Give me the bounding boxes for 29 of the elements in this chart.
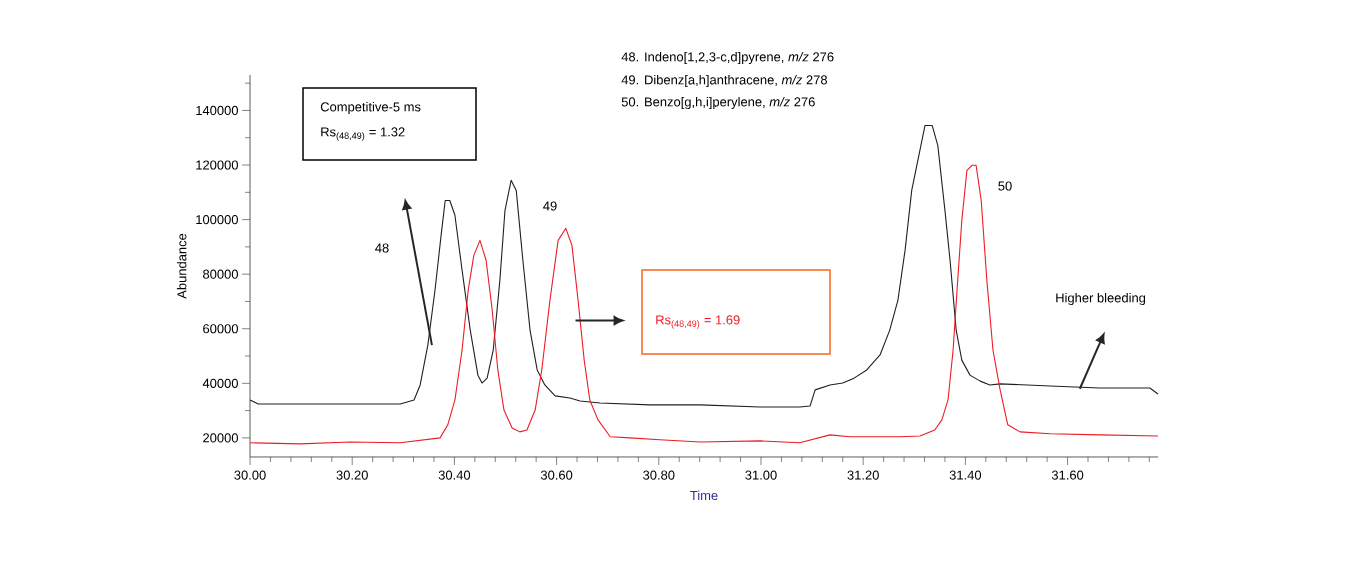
annotation: 49. Dibenz[a,h]anthracene, m/z 278 [621, 74, 828, 88]
x-tick-label: 30.60 [540, 470, 573, 480]
annotation: 50 [998, 181, 1012, 191]
x-tick-label: 31.40 [949, 470, 982, 480]
x-tick-label: 30.80 [643, 470, 675, 480]
x-tick-label: 31.20 [847, 470, 879, 480]
y-tick-label: 60000 [203, 324, 238, 334]
annotation: 49 [543, 201, 557, 211]
y-tick-label: 120000 [196, 160, 238, 170]
x-tick-label: 30.00 [234, 470, 266, 480]
annotation: 50. Benzo[g,h,i]perylene, m/z 276 [621, 96, 815, 110]
x-axis-title: Time [690, 490, 718, 501]
annotation: Higher bleeding [1056, 292, 1146, 306]
annotation: Rs$_{(48,49)}$ = 1.32 [321, 127, 405, 141]
annotation: Rs$_{(48,49)}$ = 1.69 [656, 315, 740, 329]
annotation: 48 [375, 243, 389, 253]
x-tick-label: 31.00 [745, 470, 777, 480]
line-series [249, 164, 1159, 445]
y-tick-label: 140000 [196, 105, 238, 116]
y-axis-title: Abundance [176, 233, 187, 299]
y-tick-label: 20000 [203, 433, 238, 443]
x-tick-label: 30.40 [438, 470, 471, 480]
text: 48. Indeno[1,2,3-c,d]pyrene, m/z 276 [621, 51, 834, 65]
annotation: Competitive-5 ms [320, 101, 421, 115]
x-tick-label: 31.60 [1051, 470, 1084, 480]
y-tick-label: 40000 [202, 378, 238, 388]
y-tick-label: 80000 [203, 269, 238, 279]
x-tick-label: 30.20 [336, 470, 368, 480]
y-tick-label: 100000 [196, 215, 238, 225]
